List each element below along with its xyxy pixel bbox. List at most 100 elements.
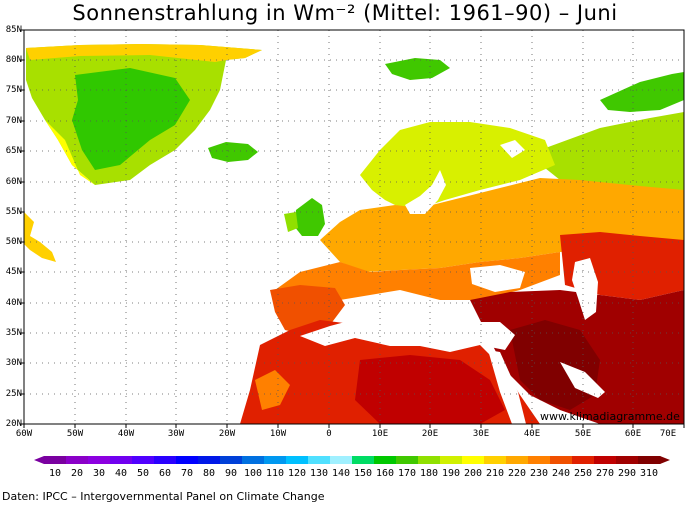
color-scale-bar [34, 456, 670, 464]
lat-label: 55N [5, 207, 22, 217]
scale-label: 100 [243, 468, 263, 479]
scale-label: 140 [331, 468, 351, 479]
lon-label: 30W [167, 429, 185, 439]
scale-label: 130 [309, 468, 329, 479]
red-sea [488, 350, 526, 424]
lon-label: 40W [117, 429, 135, 439]
lon-label: 60E [624, 429, 642, 439]
scale-label: 190 [441, 468, 461, 479]
scale-label: 90 [224, 468, 238, 479]
lon-label: 40E [523, 429, 541, 439]
scale-label: 30 [92, 468, 106, 479]
lon-label: 30E [472, 429, 490, 439]
grid-lines [24, 30, 684, 424]
lat-label: 85N [5, 25, 22, 35]
caspian-sea [572, 258, 598, 320]
data-source: Daten: IPCC – Intergovernmental Panel on… [2, 490, 325, 503]
scale-label: 200 [463, 468, 483, 479]
persian-gulf [560, 362, 605, 398]
iceland-region [208, 142, 258, 162]
greenland-core [72, 68, 190, 170]
scale-swatch [264, 456, 287, 464]
mediterranean-sea [300, 312, 515, 352]
lat-label: 20N [5, 419, 22, 429]
ireland-region [284, 212, 298, 232]
scale-label: 10 [48, 468, 62, 479]
scale-label: 290 [617, 468, 637, 479]
scale-label: 240 [551, 468, 571, 479]
white-sea [500, 140, 525, 158]
lon-label: 20W [218, 429, 236, 439]
lat-label: 70N [5, 116, 22, 126]
scale-label: 120 [287, 468, 307, 479]
lon-label: 70E [659, 429, 677, 439]
scale-swatch [594, 456, 617, 464]
scale-swatch [330, 456, 353, 464]
scale-label: 180 [419, 468, 439, 479]
baltic-sea [405, 170, 446, 214]
lat-label: 75N [5, 85, 22, 95]
scale-swatch [66, 456, 89, 464]
lon-label: 10E [371, 429, 389, 439]
lat-label: 45N [5, 267, 22, 277]
svalbard-region [385, 58, 450, 80]
scale-label: 170 [397, 468, 417, 479]
lat-label: 35N [5, 328, 22, 338]
west-africa-coast [255, 370, 290, 410]
lon-label: 60W [15, 429, 33, 439]
scale-swatch [286, 456, 309, 464]
scale-swatch [484, 456, 507, 464]
scale-label: 220 [507, 468, 527, 479]
scale-label: 60 [158, 468, 172, 479]
scale-swatch [308, 456, 331, 464]
map-title: Sonnenstrahlung in Wm⁻² (Mittel: 1961–90… [72, 1, 618, 25]
novaya-zemlya-region [600, 72, 684, 112]
scale-swatch [572, 456, 595, 464]
scale-label: 110 [265, 468, 285, 479]
scale-label: 80 [202, 468, 216, 479]
scale-swatch [198, 456, 221, 464]
lat-label: 50N [5, 237, 22, 247]
britain-region [294, 198, 325, 236]
scale-swatch [418, 456, 441, 464]
map-frame [23, 29, 685, 425]
scale-label: 210 [485, 468, 505, 479]
barents-sea [470, 95, 600, 130]
lat-label: 30N [5, 358, 22, 368]
lat-label: 65N [5, 146, 22, 156]
scale-swatch [374, 456, 397, 464]
scale-swatch [44, 456, 67, 464]
sahara-core [355, 355, 505, 424]
scale-swatch [242, 456, 265, 464]
lat-label: 60N [5, 177, 22, 187]
scale-label: 50 [136, 468, 150, 479]
scale-swatch [440, 456, 463, 464]
axis-ticks [20, 29, 685, 428]
lon-label: 0 [326, 429, 332, 439]
lat-label: 40N [5, 298, 22, 308]
labrador-region [24, 212, 56, 262]
greenland-south [45, 120, 95, 185]
scale-swatch [132, 456, 155, 464]
scale-swatch [462, 456, 485, 464]
scale-swatch [110, 456, 133, 464]
watermark: www.klimadiagramme.de [540, 410, 680, 423]
lat-label: 25N [5, 389, 22, 399]
scale-swatch [506, 456, 529, 464]
black-sea [470, 265, 525, 292]
southern-europe-region [275, 252, 560, 305]
lon-label: 10W [269, 429, 287, 439]
lon-label: 50E [574, 429, 592, 439]
scale-label: 160 [375, 468, 395, 479]
lat-label: 80N [5, 55, 22, 65]
scale-label: 150 [353, 468, 373, 479]
scale-arrow-right [660, 456, 670, 464]
scale-label: 20 [70, 468, 84, 479]
scale-swatch [352, 456, 375, 464]
scale-swatch [638, 456, 661, 464]
scale-swatch [176, 456, 199, 464]
scale-swatch [220, 456, 243, 464]
scale-label: 70 [180, 468, 194, 479]
scale-arrow-left [34, 456, 44, 464]
